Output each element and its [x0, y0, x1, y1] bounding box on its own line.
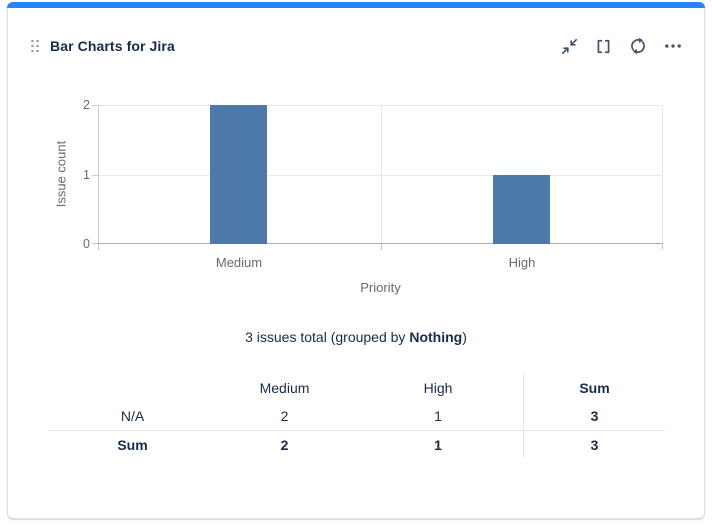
fullscreen-button[interactable]	[593, 36, 614, 57]
collapse-icon	[561, 38, 578, 54]
refresh-icon	[631, 37, 645, 55]
table-value: 1	[434, 408, 442, 424]
table-header-sum: Sum	[523, 374, 665, 402]
table-header-medium: Medium	[259, 380, 310, 396]
plot-area	[92, 105, 663, 250]
table-value-sum: 3	[523, 430, 665, 459]
table-header-blank	[49, 374, 216, 402]
y-tick	[92, 174, 98, 176]
header-actions	[559, 35, 684, 57]
y-tick	[92, 243, 98, 244]
x-axis-line	[98, 243, 663, 244]
table-value-sum: 3	[523, 402, 665, 430]
y-axis-line	[98, 105, 99, 244]
table-value: 2	[216, 430, 353, 459]
row-label-sum: Sum	[49, 430, 216, 459]
summary-group-by: Nothing	[409, 329, 463, 345]
y-tick-label: 0	[83, 237, 90, 251]
bar-medium[interactable]	[210, 105, 267, 244]
fullscreen-icon	[597, 39, 610, 53]
table-header-high: High	[423, 380, 453, 396]
gridline	[662, 105, 663, 244]
summary-suffix: )	[462, 329, 467, 345]
x-tick	[98, 244, 99, 250]
x-tick	[380, 244, 382, 250]
gadget-title: Bar Charts for Jira	[50, 38, 175, 54]
y-tick-label: 2	[83, 98, 90, 112]
y-tick-label: 1	[83, 168, 90, 182]
refresh-button[interactable]	[627, 35, 649, 57]
summary-prefix: 3 issues total (grouped by	[245, 329, 410, 345]
x-axis-title: Priority	[360, 280, 401, 295]
stats-table: Medium High Sum N/A 2 1 3 Sum 2 1 3	[49, 374, 665, 459]
row-label: N/A	[120, 408, 145, 424]
collapse-button[interactable]	[559, 36, 580, 57]
more-options-button[interactable]	[662, 35, 684, 57]
issues-summary: 3 issues total (grouped by Nothing)	[8, 329, 704, 345]
x-tick	[662, 244, 663, 250]
more-options-icon	[665, 44, 681, 48]
table-value: 1	[353, 430, 523, 459]
y-tick	[92, 105, 98, 106]
gridline	[380, 105, 382, 244]
gadget-header: Bar Charts for Jira	[31, 35, 684, 57]
x-tick-label-high: High	[508, 255, 536, 270]
bar-high[interactable]	[493, 174, 550, 244]
gadget-card: Bar Charts for Jira	[7, 2, 705, 519]
drag-handle-icon[interactable]	[31, 39, 39, 53]
x-tick-label-medium: Medium	[215, 255, 263, 270]
card-accent-bar	[7, 2, 705, 8]
table-value: 2	[280, 408, 289, 424]
